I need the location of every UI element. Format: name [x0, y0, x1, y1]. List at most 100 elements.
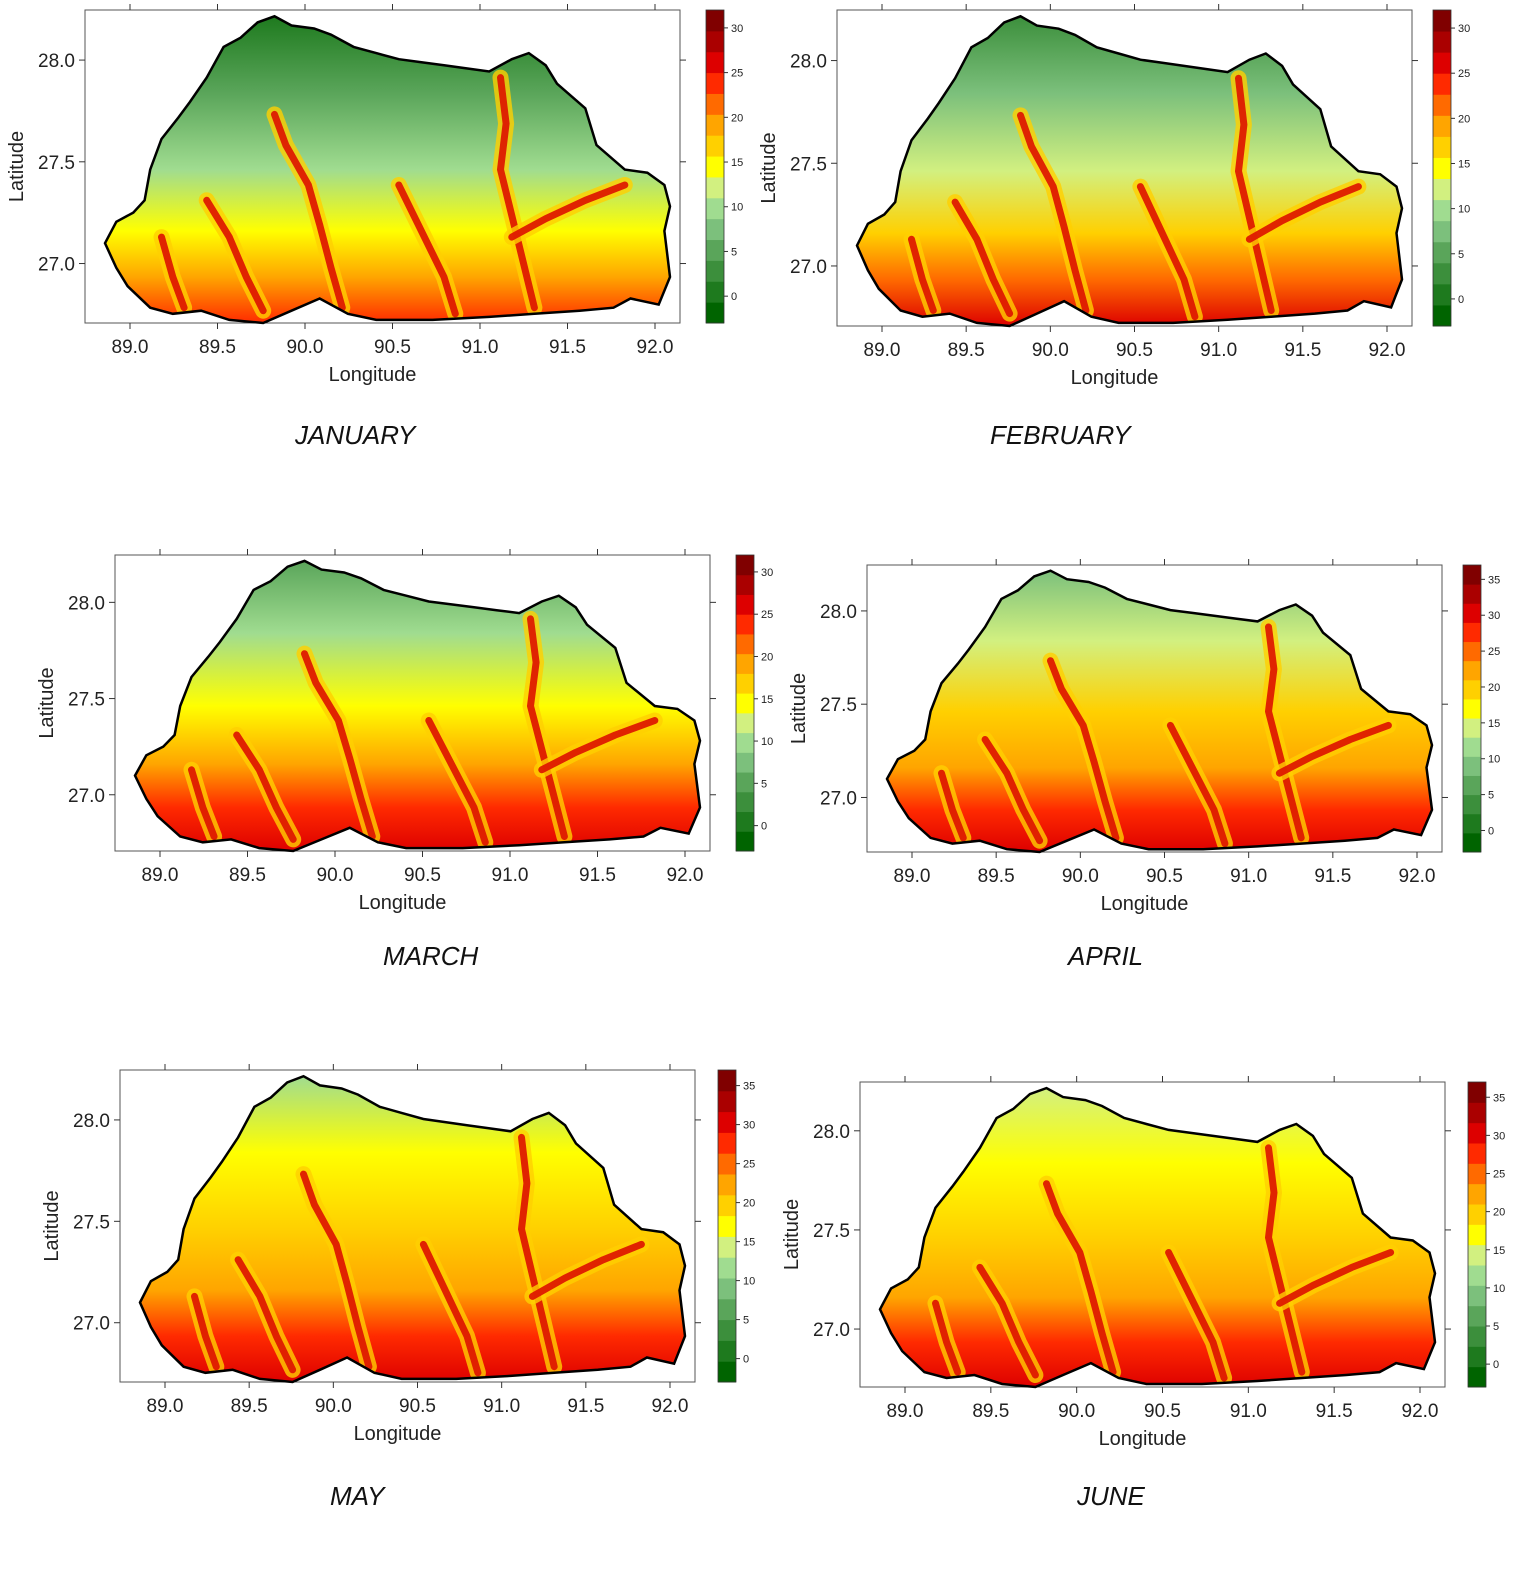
colorbar-segment [706, 135, 724, 157]
x-axis-title: Longitude [1101, 893, 1189, 915]
colorbar-segment [1433, 157, 1451, 180]
colorbar-segment [1468, 1244, 1486, 1266]
colorbar-segment [1463, 679, 1481, 700]
river-channel [508, 181, 629, 241]
river-channel [497, 74, 538, 312]
colorbar-segment [718, 1194, 736, 1217]
colorbar-segment [1463, 775, 1481, 796]
colorbar-tick-label: 20 [1488, 682, 1500, 694]
colorbar-segment [1433, 241, 1451, 264]
colorbar-segment [1463, 737, 1481, 757]
colorbar-segment [1468, 1163, 1486, 1185]
x-tick-label: 92.0 [1402, 1401, 1439, 1422]
colorbar-tick-label: 5 [1488, 790, 1494, 802]
month-caption-february: FEBRUARY [990, 420, 1131, 450]
colorbar-segment [1463, 698, 1481, 719]
colorbar-segment [1468, 1285, 1486, 1307]
y-tick-label: 27.5 [790, 154, 827, 175]
colorbar-frame [1467, 1081, 1487, 1388]
x-axis-title: Longitude [354, 1423, 442, 1445]
colorbar-tick-label: 35 [1493, 1092, 1505, 1104]
colorbar-segment [1433, 220, 1451, 243]
y-axis-title: Latitude [788, 673, 810, 744]
colorbar-tick-label: 5 [743, 1315, 749, 1327]
x-tick-label: 90.0 [317, 865, 354, 886]
river-channel [1166, 721, 1229, 848]
colorbar-segment [736, 574, 754, 595]
colorbar-tick-label: 5 [731, 246, 737, 258]
colorbar-segment [736, 772, 754, 793]
river-channel [188, 766, 218, 840]
y-tick-label: 27.5 [73, 1212, 110, 1233]
colorbar-tick-label: 5 [1458, 249, 1464, 261]
map-panel-svg: 89.0 89.5 90.0 90.5 91.0 91.5 92.0 28.0 27.5 27.0… [758, 4, 1470, 389]
colorbar-segment [718, 1090, 736, 1113]
y-tick-label: 28.0 [813, 1122, 850, 1143]
colorbar-segment [1463, 641, 1481, 662]
colorbar-tick-label: 10 [743, 1276, 755, 1288]
x-tick-label: 90.0 [315, 1396, 352, 1417]
colorbar-segment [718, 1070, 736, 1092]
colorbar-tick-label: 10 [1493, 1283, 1505, 1295]
colorbar-tick-label: 0 [1488, 825, 1494, 837]
river-channel [158, 233, 188, 312]
colorbar-segment [718, 1278, 736, 1300]
x-tick-label: 89.0 [887, 1401, 924, 1422]
colorbar-frame [1462, 564, 1482, 853]
x-tick-label: 89.5 [199, 337, 236, 358]
y-tick-label: 27.5 [38, 153, 75, 174]
colorbar-segment [1463, 660, 1481, 681]
colorbar: 35 30 25 20 15 10 5 0 [717, 1069, 755, 1383]
colorbar-tick-label: 10 [761, 736, 773, 748]
x-tick-label: 91.0 [462, 337, 499, 358]
y-tick-label: 27.5 [820, 695, 857, 716]
river-channel [518, 1133, 558, 1371]
river-channel [981, 736, 1044, 845]
x-axis-title: Longitude [329, 364, 417, 386]
x-axis-title: Longitude [359, 892, 447, 914]
colorbar-tick-label: 0 [743, 1354, 749, 1366]
colorbar-tick-label: 30 [761, 567, 773, 579]
colorbar-segment [1463, 584, 1481, 604]
x-tick-label: 91.0 [1200, 340, 1237, 361]
river-valleys [183, 610, 663, 851]
colorbar-tick-label: 30 [1488, 610, 1500, 622]
x-tick-label: 89.0 [894, 866, 931, 887]
x-tick-label: 90.0 [1058, 1401, 1095, 1422]
x-tick-label: 91.5 [1314, 866, 1351, 887]
colorbar-segment [706, 281, 724, 303]
x-tick-label: 90.5 [374, 337, 411, 358]
month-caption-april: APRIL [1068, 941, 1144, 971]
river-channel [1275, 721, 1392, 777]
colorbar-segment [706, 156, 724, 178]
colorbar: 35 30 25 20 15 10 5 0 [1467, 1081, 1505, 1388]
x-axis-title: Longitude [1099, 1428, 1187, 1450]
y-tick-label: 27.0 [813, 1320, 850, 1341]
y-tick-label: 27.0 [790, 257, 827, 278]
x-tick-label: 90.5 [1116, 340, 1153, 361]
map-temperature-surface [887, 570, 1432, 852]
river-channel [300, 1170, 373, 1371]
map-panel-svg: 89.0 89.5 90.0 90.5 91.0 91.5 92.0 28.0 27.5 27.0… [788, 559, 1500, 915]
river-channel [1043, 1180, 1117, 1376]
river-channel [1136, 183, 1199, 321]
river-channel [1047, 657, 1120, 842]
river-channel [1276, 1249, 1395, 1307]
x-tick-label: 91.5 [1316, 1401, 1353, 1422]
y-tick-label: 28.0 [38, 51, 75, 72]
river-channel [233, 731, 297, 843]
colorbar-tick-label: 20 [743, 1198, 755, 1210]
colorbar-segment [1468, 1326, 1486, 1347]
x-tick-label: 92.0 [1369, 340, 1406, 361]
y-tick-label: 28.0 [790, 52, 827, 73]
river-channel [1265, 623, 1305, 842]
x-tick-label: 89.5 [231, 1396, 268, 1417]
map-temperature-surface [880, 1088, 1435, 1387]
colorbar: 35 30 25 20 15 10 5 0 [1462, 564, 1500, 853]
x-tick-label: 90.5 [399, 1396, 436, 1417]
colorbar-tick-label: 15 [731, 157, 743, 169]
colorbar-tick-label: 5 [1493, 1321, 1499, 1333]
colorbar-tick-label: 15 [1488, 718, 1500, 730]
colorbar-segment [706, 239, 724, 261]
river-channel [908, 235, 937, 314]
